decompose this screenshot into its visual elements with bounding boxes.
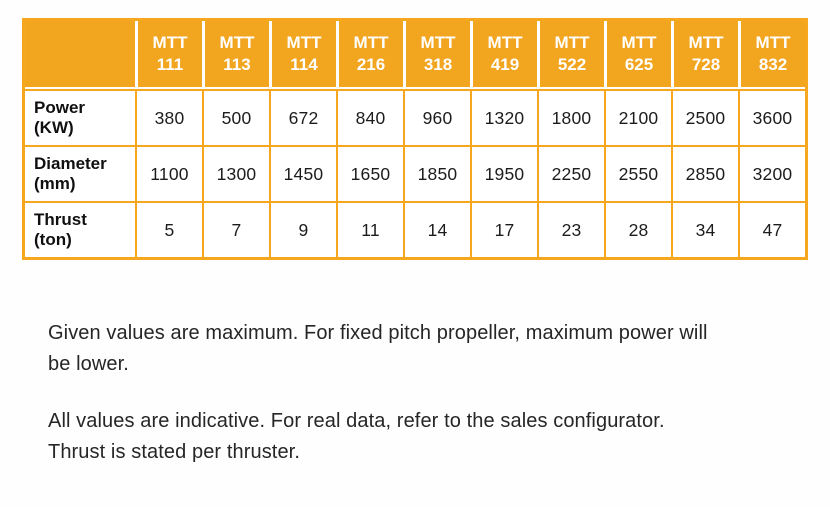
value-cell: 1800 — [537, 89, 604, 145]
column-header-mtt-113: MTT 113 — [202, 21, 269, 89]
model-series: MTT — [554, 32, 590, 52]
model-series: MTT — [353, 32, 389, 52]
value-cell: 2500 — [671, 89, 738, 145]
column-header-mtt-522: MTT 522 — [537, 21, 604, 89]
model-series: MTT — [219, 32, 255, 52]
note-indicative: All values are indicative. For real data… — [48, 406, 665, 468]
row-label-unit: (KW) — [34, 118, 74, 137]
row-label-unit: (ton) — [34, 230, 72, 249]
model-series: MTT — [621, 32, 657, 52]
value-cell: 1950 — [470, 145, 537, 201]
value-cell: 7 — [202, 201, 269, 257]
model-number: 216 — [356, 55, 386, 74]
model-series: MTT — [286, 32, 322, 52]
value-cell: 17 — [470, 201, 537, 257]
note-line: Given values are maximum. For fixed pitc… — [48, 322, 708, 344]
value-cell: 1850 — [403, 145, 470, 201]
column-header-mtt-625: MTT 625 — [604, 21, 671, 89]
model-number: 114 — [290, 55, 318, 74]
table-row-thrust: Thrust (ton) 5 7 9 11 14 17 23 28 34 47 — [25, 201, 805, 257]
table-row-diameter: Diameter (mm) 1100 1300 1450 1650 1850 1… — [25, 145, 805, 201]
model-number: 832 — [758, 55, 788, 74]
table-row-power: Power (KW) 380 500 672 840 960 1320 1800… — [25, 89, 805, 145]
value-cell: 1300 — [202, 145, 269, 201]
column-header-mtt-216: MTT 216 — [336, 21, 403, 89]
value-cell: 5 — [135, 201, 202, 257]
model-number: 318 — [423, 55, 453, 74]
value-cell: 1100 — [135, 145, 202, 201]
column-header-mtt-728: MTT 728 — [671, 21, 738, 89]
row-label-thrust: Thrust (ton) — [25, 201, 135, 257]
value-cell: 380 — [135, 89, 202, 145]
note-fixed-pitch: Given values are maximum. For fixed pitc… — [48, 318, 708, 380]
model-number: 625 — [624, 55, 654, 74]
row-label-text: Diameter — [34, 153, 107, 173]
value-cell: 11 — [336, 201, 403, 257]
value-cell: 9 — [269, 201, 336, 257]
value-cell: 1650 — [336, 145, 403, 201]
value-cell: 3200 — [738, 145, 805, 201]
row-label-text: Power — [34, 97, 86, 117]
value-cell: 672 — [269, 89, 336, 145]
note-line: be lower. — [48, 353, 129, 375]
row-label-power: Power (KW) — [25, 89, 135, 145]
model-number: 522 — [557, 55, 587, 74]
model-series: MTT — [688, 32, 724, 52]
value-cell: 1320 — [470, 89, 537, 145]
model-series: MTT — [755, 32, 791, 52]
value-cell: 2550 — [604, 145, 671, 201]
row-label-unit: (mm) — [34, 174, 76, 193]
value-cell: 47 — [738, 201, 805, 257]
note-line: Thrust is stated per thruster. — [48, 441, 300, 463]
table-corner-cell — [25, 21, 135, 89]
header-row: MTT 111 MTT 113 MTT 114 MTT 216 MTT 31 — [25, 21, 805, 89]
note-line: All values are indicative. For real data… — [48, 410, 665, 432]
value-cell: 960 — [403, 89, 470, 145]
thruster-specs-table: MTT 111 MTT 113 MTT 114 MTT 216 MTT 31 — [22, 18, 808, 260]
value-cell: 2850 — [671, 145, 738, 201]
row-label-diameter: Diameter (mm) — [25, 145, 135, 201]
model-number: 419 — [490, 55, 520, 74]
model-number: 113 — [223, 55, 251, 74]
model-number: 111 — [156, 55, 184, 74]
column-header-mtt-832: MTT 832 — [738, 21, 805, 89]
value-cell: 23 — [537, 201, 604, 257]
value-cell: 28 — [604, 201, 671, 257]
value-cell: 2250 — [537, 145, 604, 201]
model-number: 728 — [691, 55, 721, 74]
value-cell: 2100 — [604, 89, 671, 145]
column-header-mtt-318: MTT 318 — [403, 21, 470, 89]
value-cell: 3600 — [738, 89, 805, 145]
value-cell: 840 — [336, 89, 403, 145]
column-header-mtt-111: MTT 111 — [135, 21, 202, 89]
model-series: MTT — [152, 32, 188, 52]
column-header-mtt-114: MTT 114 — [269, 21, 336, 89]
model-series: MTT — [420, 32, 456, 52]
model-series: MTT — [487, 32, 523, 52]
value-cell: 34 — [671, 201, 738, 257]
value-cell: 14 — [403, 201, 470, 257]
column-header-mtt-419: MTT 419 — [470, 21, 537, 89]
row-label-text: Thrust — [34, 209, 87, 229]
value-cell: 1450 — [269, 145, 336, 201]
value-cell: 500 — [202, 89, 269, 145]
